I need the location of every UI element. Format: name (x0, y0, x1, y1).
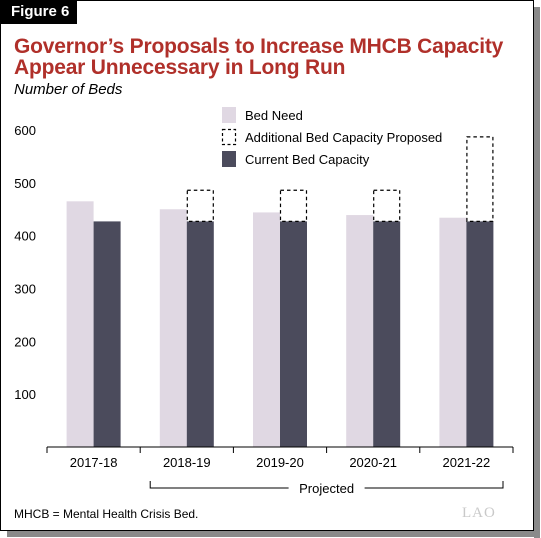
legend-label-1: Additional Bed Capacity Proposed (245, 130, 442, 145)
bracket-right (364, 481, 504, 489)
frame-shadow-bottom (7, 531, 540, 537)
bar-bed-need-2018-19 (159, 209, 187, 447)
bar-bed-need-2017-18 (66, 201, 94, 447)
bracket-label: Projected (299, 481, 354, 496)
y-tick-label-500: 500 (14, 176, 36, 191)
x-tick-label-2021-22: 2021-22 (443, 455, 491, 470)
bar-current-capacity-2020-21 (373, 221, 401, 447)
x-tick-label-2020-21: 2020-21 (349, 455, 397, 470)
bar-bed-need-2019-20 (253, 212, 280, 447)
y-tick-label-600: 600 (14, 123, 36, 138)
y-tick-label-400: 400 (14, 229, 36, 244)
chart-title: Governor’s Proposals to Increase MHCB Ca… (14, 36, 524, 78)
bar-additional-proposed-2019-20 (279, 189, 308, 223)
footnote: MHCB = Mental Health Crisis Bed. (14, 507, 199, 521)
bar-current-capacity-2019-20 (280, 221, 307, 447)
chart-legend: Bed Need Additional Bed Capacity Proposed… (221, 107, 442, 167)
lao-logo: LAO (462, 505, 496, 521)
chart-title-line-1: Governor’s Proposals to Increase MHCB Ca… (14, 35, 504, 58)
bars-group (66, 136, 494, 447)
bar-additional-proposed-2020-21 (373, 189, 401, 223)
legend-swatch-1 (221, 128, 237, 146)
y-axis: 100 200 300 400 500 600 (14, 123, 36, 402)
bar-bed-need-2020-21 (346, 215, 374, 447)
bar-current-capacity-2021-22 (466, 221, 494, 447)
y-tick-label-200: 200 (14, 334, 36, 349)
chart-title-line-2: Appear Unnecessary in Long Run (14, 56, 346, 79)
legend-label-0: Bed Need (245, 108, 303, 123)
y-tick-label-300: 300 (14, 282, 36, 297)
legend-swatch-2 (222, 151, 236, 167)
bracket-left (149, 481, 289, 489)
bar-bed-need-2021-22 (439, 217, 467, 447)
bar-additional-proposed-2018-19 (186, 189, 214, 223)
x-tick-label-2019-20: 2019-20 (256, 455, 304, 470)
projected-bracket: Projected (149, 481, 504, 496)
chart-subtitle: Number of Beds (14, 81, 123, 98)
bar-additional-proposed-2021-22 (466, 136, 494, 223)
legend-label-2: Current Bed Capacity (245, 152, 370, 167)
y-tick-label-100: 100 (14, 387, 36, 402)
bar-current-capacity-2017-18 (93, 221, 121, 447)
frame-shadow-right (534, 7, 540, 538)
figure-label: Figure 6 (0, 0, 77, 24)
legend-swatch-0 (222, 107, 236, 123)
bar-current-capacity-2018-19 (186, 221, 214, 447)
x-tick-label-2018-19: 2018-19 (163, 455, 211, 470)
x-tick-label-2017-18: 2017-18 (70, 455, 118, 470)
x-axis: 2017-18 2018-19 2019-20 2020-21 2021-22 (46, 446, 514, 470)
